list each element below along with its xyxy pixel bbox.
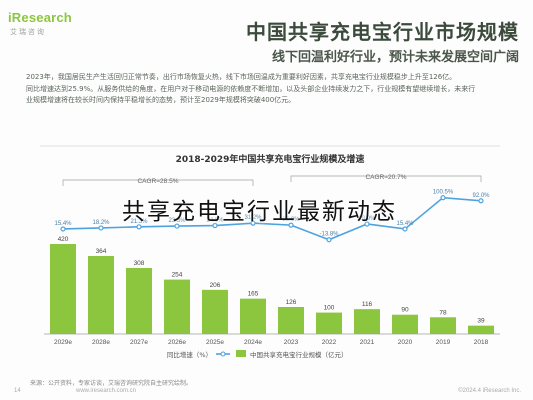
growth-point-2025e [212, 222, 218, 229]
bar-value-label-2023: 126 [286, 299, 297, 306]
cagr-layer: CAGR=28.5% CAGR=20.7% [62, 174, 482, 186]
bar-2021 [354, 309, 380, 334]
growth-point-2020 [402, 226, 408, 232]
bar-2019 [430, 317, 456, 334]
x-tick-label-2028e: 2028e [92, 339, 110, 346]
bar-value-label-2028e: 364 [96, 248, 107, 255]
x-tick-label-2019: 2019 [436, 339, 451, 346]
growth-point-2018 [478, 198, 484, 204]
growth-point-2027e [136, 224, 142, 230]
bar-2025e [202, 289, 228, 334]
growth-label-2028e: 18.2% [92, 220, 110, 226]
page-title: 中国共享充电宝行业市场规模 [246, 20, 519, 44]
copyright: ©2024.4 iResearch Inc. [458, 388, 521, 394]
body-text: 2023年，我国居民生产生活回归正常节奏，出行市场恢复火热，线下市场回温成为重要… [26, 72, 512, 107]
cagr-label-1: CAGR=28.5% [137, 178, 178, 185]
growth-label-2018: 92.0% [472, 193, 490, 199]
growth-label-2020: 15.4% [396, 221, 414, 227]
growth-label-2027e: 21.3% [130, 219, 148, 225]
growth-label-2025e: 24.8% [206, 218, 224, 224]
bar-2029e [50, 244, 76, 334]
x-tick-label-2029e: 2029e [54, 339, 72, 346]
growth-label-2024e: 31.2% [244, 215, 262, 221]
cagr-bracket-2 [290, 175, 482, 182]
chart-legend: 同比增速（%） 中国共享充电宝行业规模（亿元） [167, 350, 348, 359]
legend-bar-swatch [236, 350, 246, 357]
body-paragraph-1: 2023年，我国居民生产生活回归正常节奏，出行市场恢复火热，线下市场回温成为重要… [26, 73, 457, 81]
bar-value-label-2025e: 206 [210, 282, 221, 289]
bar-value-label-2029e: 420 [58, 236, 69, 243]
bars-layer: 39 78 90 116 100 126 165 206 254 308 364 420 [50, 236, 494, 334]
x-tick-label-2025e: 2025e [206, 339, 224, 346]
growth-label-2022: -13.8% [319, 232, 339, 238]
growth-label-2029e: 15.4% [54, 221, 72, 227]
bar-2026e [164, 279, 190, 334]
x-tick-label-2021: 2021 [360, 339, 375, 346]
growth-point-2019 [440, 195, 446, 201]
growth-label-2026e: 23.3% [168, 218, 186, 224]
bar-2020 [392, 314, 418, 334]
chart-title: 2018-2029年中国共享充电宝行业规模及增速 [176, 153, 365, 165]
bar-2018 [468, 325, 494, 334]
x-tick-label-2024e: 2024e [244, 339, 262, 346]
body-paragraph-2: 同比增速达到25.9%。从服务供给的角度，在用户对于移动电源的依赖度不断增加，以… [26, 84, 476, 93]
growth-point-2026e [174, 223, 180, 229]
growth-label-2021: 28.9% [358, 216, 376, 222]
overlay-title: 共享充电宝行业最新动态 [122, 199, 397, 225]
source-note: 来源：公开资料，专家访谈，艾瑞咨询研究院自主研究绘制。 [30, 381, 193, 387]
bar-value-label-2019: 78 [439, 309, 447, 316]
site-url: www.iresearch.com.cn [76, 388, 137, 394]
x-tick-label-2027e: 2027e [130, 339, 148, 346]
growth-point-2024e [250, 220, 256, 226]
growth-point-2023 [288, 222, 294, 228]
cagr-bracket-1 [62, 179, 254, 186]
bar-2027e [126, 268, 152, 334]
x-tick-label-2018: 2018 [474, 339, 489, 346]
cagr-label-2: CAGR=20.7% [365, 174, 406, 181]
bar-2028e [88, 256, 114, 334]
legend-label-size: 中国共享充电宝行业规模（亿元） [250, 350, 348, 359]
growth-point-2022 [326, 237, 332, 243]
x-tick-label-2026e: 2026e [168, 339, 186, 346]
growth-point-2021 [364, 221, 370, 227]
bar-value-label-2018: 39 [477, 318, 485, 325]
x-axis: 2018 2019 2020 2021 2022 2023 2024e 2025e 2026e 2… [44, 333, 500, 346]
bar-value-label-2024e: 165 [248, 291, 259, 298]
body-paragraph-3: 业规模增速将在较长时间内保持平稳增长的态势，预计至2029年规模将突破400亿元… [26, 96, 296, 104]
growth-line-layer: 92.0% 100.5% 15.4% 28.9% -13.8% 25.9% 31.2% 24.… [54, 190, 490, 243]
legend-label-growth: 同比增速（%） [167, 350, 212, 359]
logo-subtext: 艾 瑞 咨 询 [10, 29, 44, 36]
bar-value-label-2027e: 308 [134, 260, 145, 267]
x-tick-label-2022: 2022 [322, 339, 337, 346]
bar-2023 [278, 307, 304, 334]
growth-label-2023: 25.9% [282, 217, 300, 223]
legend-line-marker [220, 351, 226, 357]
bar-value-label-2021: 116 [362, 301, 373, 308]
bar-value-label-2026e: 254 [172, 272, 183, 279]
growth-label-2019: 100.5% [433, 190, 454, 196]
bar-value-label-2020: 90 [401, 307, 409, 314]
bar-2022 [316, 312, 342, 334]
bar-value-label-2022: 100 [324, 305, 335, 312]
growth-line [62, 196, 482, 241]
iresearch-logo: iResearch 艾 瑞 咨 询 [8, 10, 78, 44]
growth-point-2028e [98, 225, 104, 231]
logo-text: iResearch [8, 10, 72, 25]
growth-point-2029e [60, 226, 66, 232]
page-number: 14 [14, 388, 21, 394]
x-tick-label-2020: 2020 [398, 339, 413, 346]
page-subtitle: 线下回温利好行业，预计未来发展空间广阔 [271, 50, 519, 65]
x-tick-label-2023: 2023 [284, 339, 299, 346]
bar-2024e [240, 298, 266, 334]
